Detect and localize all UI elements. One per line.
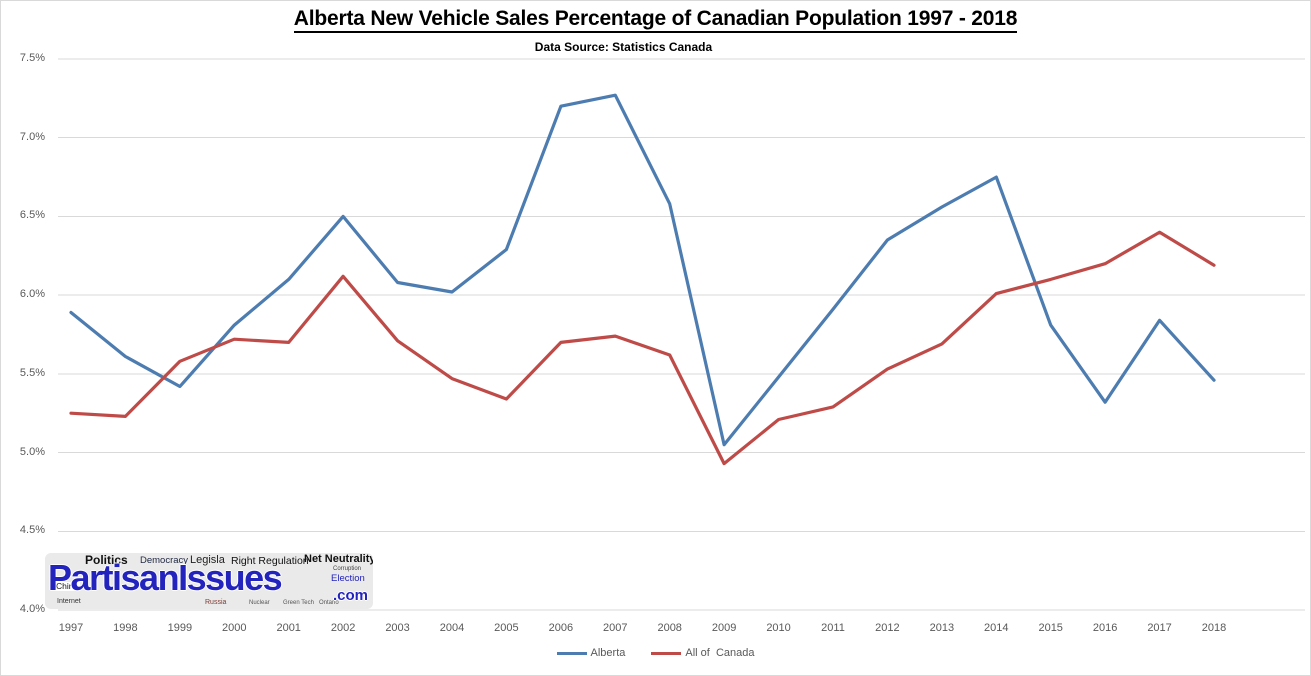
canada-line-swatch (651, 651, 682, 655)
watermark-word: Corruption (333, 566, 362, 572)
watermark-word: Nuclear (249, 600, 270, 606)
x-axis-tick-label: 2013 (929, 622, 955, 634)
legend-item-all-of-canada: All of Canada (651, 647, 754, 659)
y-axis-tick-label: 6.0% (19, 288, 45, 301)
y-axis-tick-label: 4.0% (19, 603, 45, 615)
x-axis-tick-label: 1998 (113, 622, 138, 634)
x-axis-tick-label: 2007 (603, 622, 628, 634)
x-axis-tick-label: 2018 (1201, 622, 1227, 634)
watermark-word: Internet (57, 598, 81, 605)
series-line-all-of-canada (69, 230, 1216, 466)
watermark-word: Legisla (190, 554, 225, 566)
x-axis-tick-label: 2001 (276, 622, 301, 634)
watermark-word: Net Neutrality (304, 553, 373, 565)
watermark-word: China (54, 581, 81, 591)
y-axis-tick-label: 4.5% (19, 524, 45, 537)
x-axis-tick-label: 1997 (58, 622, 84, 634)
chart-title-row: Alberta New Vehicle Sales Percentage of … (1, 7, 1310, 33)
x-axis-tick-label: 2003 (385, 622, 410, 634)
chart-legend: Alberta All of Canada (1, 647, 1310, 659)
x-axis-tick-label: 2011 (821, 622, 845, 634)
x-axis-tick-label: 2004 (439, 622, 465, 634)
watermark-word: Election (331, 573, 365, 584)
y-axis-tick-label: 7.0% (19, 130, 45, 143)
series-line-alberta (69, 93, 1216, 447)
x-axis-tick-label: 2017 (1147, 622, 1172, 634)
chart-title: Alberta New Vehicle Sales Percentage of … (293, 7, 1017, 33)
x-axis-tick-label: 2009 (711, 622, 737, 634)
y-axis-tick-label: 6.5% (19, 209, 45, 222)
watermark-main-text: PartisanIssues (48, 557, 283, 598)
x-axis-tick-label: 2002 (330, 622, 356, 634)
partisanissues-watermark-logo: Politics Democracy Legisla Right Regulation… (45, 553, 373, 609)
x-axis-tick-label: 2016 (1092, 622, 1118, 634)
x-axis-tick-label: 2012 (875, 622, 900, 634)
x-axis-tick-label: 2000 (222, 622, 247, 634)
x-axis-tick-label: 2010 (766, 622, 791, 634)
watermark-word: Democracy (140, 555, 189, 566)
x-axis-tick-label: 2008 (657, 622, 682, 634)
watermark-word: Right Regulation (231, 555, 309, 567)
watermark-word: Politics (85, 553, 128, 567)
legend-item-alberta: Alberta (556, 647, 626, 659)
watermark-word: Green Tech (283, 600, 314, 606)
y-axis-tick-label: 5.5% (19, 366, 45, 379)
y-axis-tick-label: 5.0% (19, 445, 45, 458)
x-axis-tick-label: 2014 (984, 622, 1009, 634)
y-axis-tick-label: 7.5% (19, 52, 45, 64)
watermark-word: Russia (205, 599, 227, 606)
x-axis-tick-label: 2015 (1038, 622, 1063, 634)
x-axis-tick-label: 1999 (167, 622, 193, 634)
chart-subtitle: Data Source: Statistics Canada (534, 40, 713, 54)
legend-label-alberta: Alberta (590, 647, 626, 659)
alberta-line-swatch (556, 651, 587, 655)
x-axis-tick-label: 2006 (548, 622, 574, 634)
legend-label-all-of-canada: All of Canada (685, 647, 755, 659)
x-axis-tick-label: 2005 (494, 622, 519, 634)
watermark-word: Ontario (319, 600, 339, 606)
watermark-com-suffix: .com (332, 587, 368, 604)
